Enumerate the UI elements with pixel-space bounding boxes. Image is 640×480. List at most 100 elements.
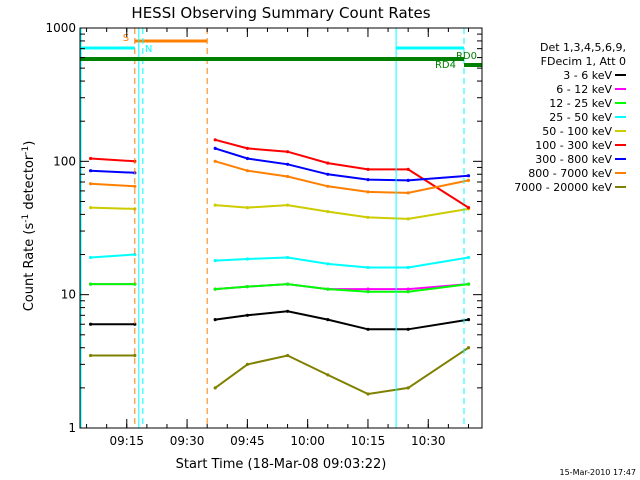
series-line-8 [214, 346, 470, 396]
series-point-2 [406, 290, 410, 294]
series-point-0 [213, 318, 217, 322]
series-point-7 [286, 174, 290, 179]
y-tick-label: 100 [53, 154, 76, 168]
series-point-8 [213, 386, 217, 390]
series-point-2 [89, 282, 93, 286]
timestamp: 15-Mar-2010 17:47 [560, 468, 637, 477]
series-point-5 [286, 150, 290, 154]
series-point-3 [466, 255, 471, 260]
series-point-5 [213, 138, 217, 142]
x-tick-label: 10:30 [411, 434, 446, 448]
series-line-2 [215, 283, 469, 293]
plot-frame [79, 27, 483, 429]
series-point-8 [326, 373, 330, 377]
series-point-0 [133, 322, 137, 326]
chart-title: HESSI Observing Summary Count Rates [131, 4, 430, 22]
saa-label: S [123, 33, 129, 44]
rd0-label: RD0 [456, 51, 477, 62]
axes: 1 10 100 1000 09:15 09:30 09:45 10:00 10:15 10:30 [45, 21, 483, 448]
series-point-7 [245, 169, 249, 173]
night-label: N [145, 44, 152, 55]
series-point-6 [89, 169, 93, 173]
y-tick-label: 10 [61, 288, 76, 302]
series-point-4 [245, 206, 249, 210]
series-point-7 [406, 191, 410, 195]
y-axis-label: Count Rate (s-1 detector-1) [21, 141, 37, 312]
legend-title-line: FDecim 1, Att 0 [541, 55, 626, 68]
series-point-0 [326, 318, 330, 322]
legend-entry-label: 7000 - 20000 keV [514, 181, 612, 194]
series-point-3 [213, 259, 217, 263]
series-point-8 [133, 353, 137, 358]
series-point-4 [326, 210, 330, 214]
legend-entry-label: 300 - 800 keV [535, 153, 612, 166]
legend-entry-label: 100 - 300 keV [535, 139, 612, 152]
y-tick-label: 1 [68, 421, 76, 435]
series-point-1 [366, 287, 370, 291]
series-line-0 [215, 310, 469, 331]
legend-entry-label: 12 - 25 keV [549, 97, 612, 110]
series-point-4 [406, 217, 410, 221]
series-point-6 [366, 178, 370, 182]
series-point-1 [406, 287, 410, 291]
series-point-7 [89, 182, 93, 186]
series-point-4 [366, 215, 370, 219]
series-point-2 [366, 290, 370, 294]
series-point-3 [89, 255, 93, 260]
series-point-8 [89, 353, 93, 358]
series-line-3 [90, 253, 135, 259]
series-point-4 [213, 203, 217, 207]
series-point-6 [326, 172, 330, 176]
series-point-3 [406, 265, 410, 270]
rd4-label: RD4 [435, 60, 456, 71]
x-tick-label: 10:15 [351, 434, 386, 448]
series-point-5 [89, 156, 93, 161]
x-tick-label: 09:15 [109, 434, 144, 448]
x-tick-label: 10:00 [290, 434, 325, 448]
series-point-6 [286, 162, 290, 166]
series-point-7 [366, 190, 370, 194]
series-point-5 [326, 161, 330, 165]
legend-entry-label: 800 - 7000 keV [528, 167, 612, 180]
series-point-5 [366, 167, 370, 171]
legend: Det 1,3,4,5,6,9,FDecim 1, Att 03 - 6 keV… [514, 41, 626, 194]
series-point-7 [213, 159, 217, 163]
series-point-8 [245, 362, 249, 366]
series-point-6 [466, 174, 471, 178]
series-point-7 [466, 178, 471, 182]
series-point-0 [406, 327, 410, 331]
x-tick-label: 09:30 [170, 434, 205, 448]
series-point-8 [406, 386, 410, 390]
legend-entry-label: 25 - 50 keV [549, 111, 612, 124]
series-line-5 [90, 157, 135, 163]
series-point-3 [245, 257, 249, 261]
series-point-4 [286, 203, 290, 207]
legend-entry-label: 3 - 6 keV [563, 69, 612, 82]
series-point-4 [89, 206, 93, 210]
series-line-7 [90, 182, 135, 188]
series-point-5 [406, 167, 410, 171]
series-line-5 [214, 138, 470, 209]
series-point-3 [366, 265, 370, 270]
series-layer [89, 138, 471, 396]
series-line-4 [90, 206, 135, 210]
series-point-8 [286, 353, 290, 358]
series-point-8 [366, 392, 370, 396]
y-tick-label: 1000 [45, 21, 76, 35]
series-point-0 [89, 322, 93, 326]
series-point-2 [213, 287, 217, 291]
series-point-6 [406, 178, 410, 182]
series-point-2 [245, 285, 249, 289]
series-point-0 [466, 318, 471, 322]
series-line-6 [90, 169, 135, 174]
series-point-7 [133, 184, 137, 188]
series-point-2 [326, 287, 330, 291]
series-point-3 [286, 255, 290, 260]
series-point-2 [286, 282, 290, 286]
series-point-3 [133, 252, 137, 257]
series-point-5 [466, 206, 471, 210]
series-point-0 [286, 309, 290, 313]
legend-title-line: Det 1,3,4,5,6,9, [540, 41, 626, 54]
